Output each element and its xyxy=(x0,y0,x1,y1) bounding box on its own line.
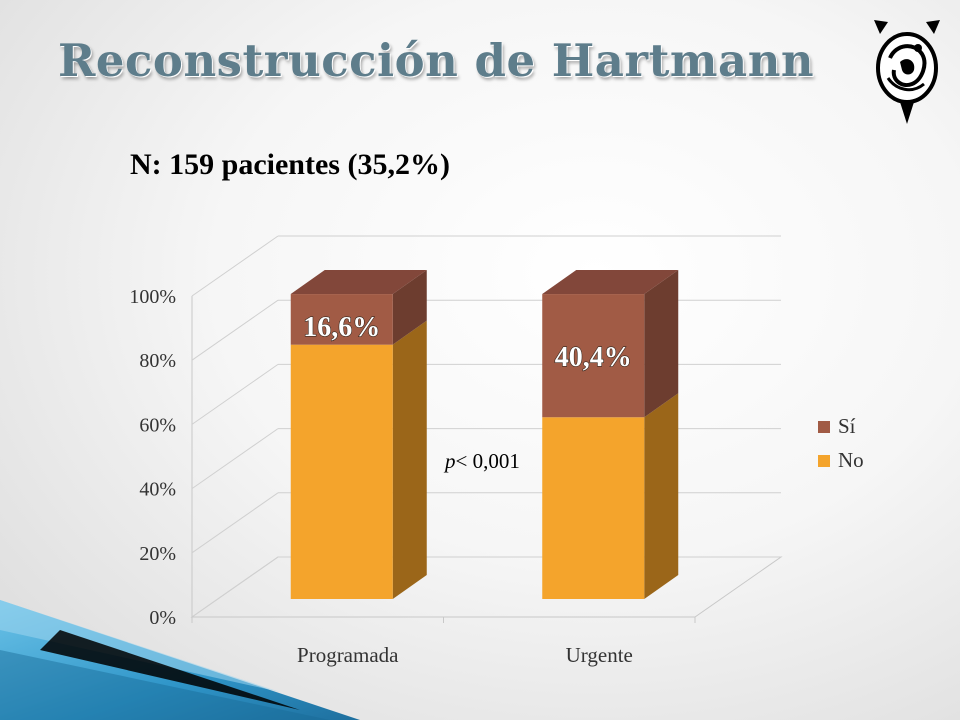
bar-top-face xyxy=(290,270,427,295)
bar-si-urgente xyxy=(542,294,645,418)
legend-swatch xyxy=(818,421,830,433)
gridline-side xyxy=(191,556,279,618)
bar-si-side xyxy=(392,270,427,345)
legend-label: Sí xyxy=(838,414,856,438)
y-tick-label: 0% xyxy=(149,607,176,629)
gridline-side xyxy=(191,363,279,425)
bar-si-side xyxy=(644,270,679,418)
legend-label: No xyxy=(838,448,864,472)
gridline-side xyxy=(191,428,279,490)
data-label: 40,4% xyxy=(555,342,632,373)
bar-no-side xyxy=(392,320,427,599)
y-tick-label: 20% xyxy=(139,543,176,565)
legend-swatch xyxy=(818,455,830,467)
bar-no-programada xyxy=(290,344,393,599)
p-value-annotation: p< 0,001 xyxy=(443,449,520,473)
gridline-side xyxy=(191,492,279,554)
x-tick-label: Programada xyxy=(297,643,399,667)
corner-decoration xyxy=(0,600,360,720)
data-label: 16,6% xyxy=(303,312,380,343)
y-tick-label: 100% xyxy=(129,286,176,308)
y-tick-label: 60% xyxy=(139,414,176,436)
y-tick-label: 80% xyxy=(139,350,176,372)
y-tick-label: 40% xyxy=(139,479,176,501)
gridline-side xyxy=(191,235,279,297)
slide-subtitle: N: 159 pacientes (35,2%) xyxy=(130,148,450,181)
bar-top-face xyxy=(542,270,679,295)
slide-title: Reconstrucción de Hartmann xyxy=(58,34,815,87)
gridline-side xyxy=(191,299,279,361)
society-emblem-icon xyxy=(874,20,940,124)
x-tick-label: Urgente xyxy=(566,643,633,667)
bar-si-programada xyxy=(290,294,393,345)
bar-no-side xyxy=(644,393,679,599)
bar-no-urgente xyxy=(542,417,645,599)
